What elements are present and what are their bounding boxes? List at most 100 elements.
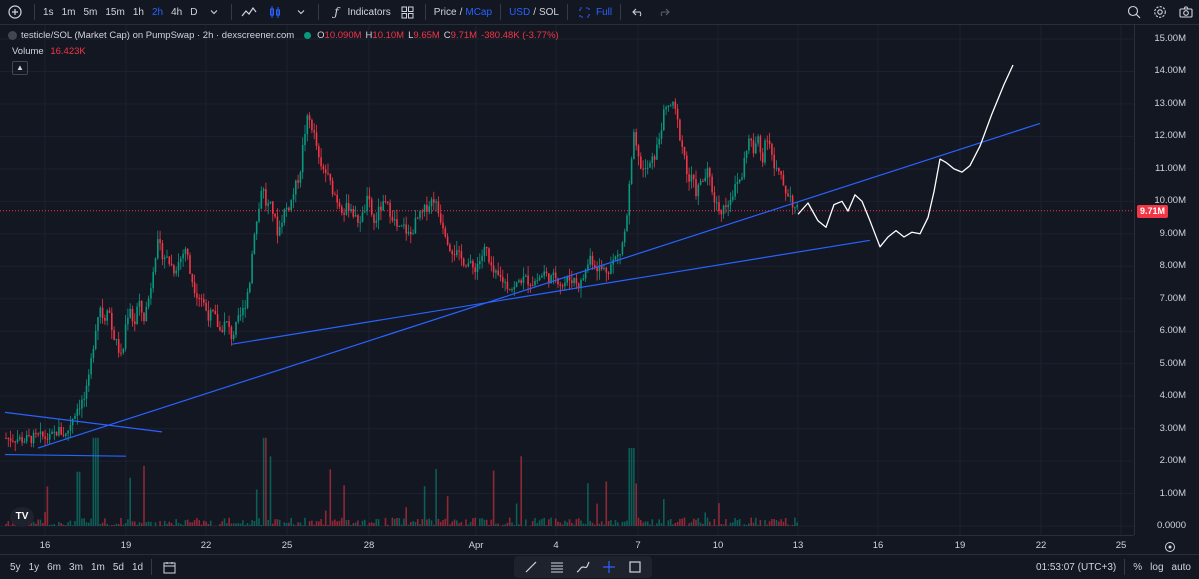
volume-bar: [534, 518, 536, 526]
volume-bar: [560, 522, 562, 526]
volume-bar: [458, 523, 460, 526]
volume-bar: [633, 448, 635, 526]
timeframe-15m[interactable]: 15m: [101, 1, 128, 23]
projection-drawing: [798, 65, 1013, 247]
auto-scale-toggle[interactable]: auto: [1168, 556, 1195, 578]
candle-body: [72, 419, 74, 425]
toolbar-divider: [1124, 559, 1125, 575]
range-1d[interactable]: 1d: [128, 556, 147, 578]
range-6m[interactable]: 6m: [43, 556, 65, 578]
candle-body: [19, 437, 21, 439]
trendline-tool[interactable]: [518, 556, 544, 578]
goto-date-button[interactable]: [156, 556, 182, 578]
range-5d[interactable]: 5d: [109, 556, 128, 578]
candle-body: [267, 203, 269, 205]
volume-bar: [77, 472, 79, 526]
undo-icon: [629, 3, 647, 21]
redo-button[interactable]: [651, 1, 677, 23]
rectangle-tool[interactable]: [622, 556, 648, 578]
candle-body: [146, 307, 148, 321]
timeframe-2h[interactable]: 2h: [148, 1, 167, 23]
chart-type-candles-button[interactable]: [262, 1, 288, 23]
candle-body: [208, 310, 210, 320]
log-scale-toggle[interactable]: log: [1146, 556, 1167, 578]
full-button[interactable]: Full: [572, 1, 616, 23]
candle-body: [776, 168, 778, 169]
chevron-down-icon: [292, 3, 310, 21]
undo-button[interactable]: [625, 1, 651, 23]
candle-body: [502, 277, 504, 282]
timeframe-1h[interactable]: 1h: [129, 1, 148, 23]
fib-tool[interactable]: [544, 556, 570, 578]
candle-body: [672, 102, 674, 106]
volume-bar: [362, 521, 364, 526]
price-tick: 5.00M: [1160, 358, 1186, 369]
price-chart[interactable]: [0, 25, 1134, 535]
brush-tool[interactable]: [570, 556, 596, 578]
volume-bar: [585, 524, 587, 526]
range-1m[interactable]: 1m: [87, 556, 109, 578]
volume-bar: [769, 521, 771, 526]
settings-button[interactable]: [1147, 1, 1173, 23]
screenshot-button[interactable]: [1173, 1, 1199, 23]
candle-body: [118, 339, 120, 353]
volume-bar: [256, 489, 258, 526]
candle-body: [514, 287, 516, 289]
price-mcap-toggle[interactable]: Price / MCap: [430, 1, 496, 23]
add-symbol-button[interactable]: [0, 1, 30, 23]
timeframe-1s[interactable]: 1s: [39, 1, 58, 23]
volume-bar: [424, 486, 426, 526]
legend-collapse-button[interactable]: ▲: [12, 61, 28, 75]
candle-body: [564, 283, 566, 286]
trendline: [232, 240, 870, 344]
price-tick: 9.00M: [1160, 228, 1186, 239]
candle-body: [642, 169, 644, 170]
timeframe-dropdown[interactable]: [201, 1, 227, 23]
candle-body: [633, 132, 635, 159]
volume-bar: [771, 519, 773, 526]
timeframe-1m[interactable]: 1m: [58, 1, 80, 23]
volume-bar: [405, 507, 407, 526]
price-tick: 3.00M: [1160, 423, 1186, 434]
range-5y[interactable]: 5y: [6, 556, 25, 578]
timeframe-D[interactable]: D: [186, 1, 201, 23]
price-tick: 4.00M: [1160, 390, 1186, 401]
candle-body: [562, 286, 564, 287]
volume-bar: [37, 519, 39, 526]
candle-body: [493, 265, 495, 272]
volume-bar: [647, 522, 649, 526]
timeframe-5m[interactable]: 5m: [79, 1, 101, 23]
candle-body: [445, 228, 447, 236]
candle-body: [592, 256, 594, 265]
price-tick: 13.00M: [1154, 98, 1186, 109]
volume-bar: [635, 483, 637, 526]
percent-scale-toggle[interactable]: %: [1129, 556, 1146, 578]
time-tick: 10: [713, 540, 724, 551]
layouts-button[interactable]: [395, 1, 421, 23]
volume-bar: [42, 523, 44, 526]
volume-bar: [288, 523, 290, 526]
crosshair-tool[interactable]: [596, 556, 622, 578]
chart-type-dropdown[interactable]: [288, 1, 314, 23]
chart-type-line-button[interactable]: [236, 1, 262, 23]
range-3m[interactable]: 3m: [65, 556, 87, 578]
quick-search-button[interactable]: [1121, 1, 1147, 23]
volume-bar: [60, 523, 62, 526]
candle-body: [640, 156, 642, 168]
candle-body: [309, 115, 311, 119]
toolbar-divider: [620, 4, 621, 20]
volume-bar: [698, 518, 700, 526]
timeframe-4h[interactable]: 4h: [167, 1, 186, 23]
symbol-title[interactable]: testicle/SOL (Market Cap) on PumpSwap · …: [21, 30, 294, 41]
volume-bar: [555, 519, 557, 526]
currency-toggle[interactable]: USD / SOL: [505, 1, 563, 23]
indicators-button[interactable]: ƒ Indicators: [323, 1, 394, 23]
clock-display[interactable]: 01:53:07 (UTC+3): [1032, 556, 1120, 578]
candle-body: [83, 399, 85, 400]
tradingview-logo[interactable]: TV: [10, 507, 34, 527]
range-1y[interactable]: 1y: [25, 556, 44, 578]
chart-pane[interactable]: [0, 25, 1134, 535]
volume-bar: [543, 518, 545, 526]
